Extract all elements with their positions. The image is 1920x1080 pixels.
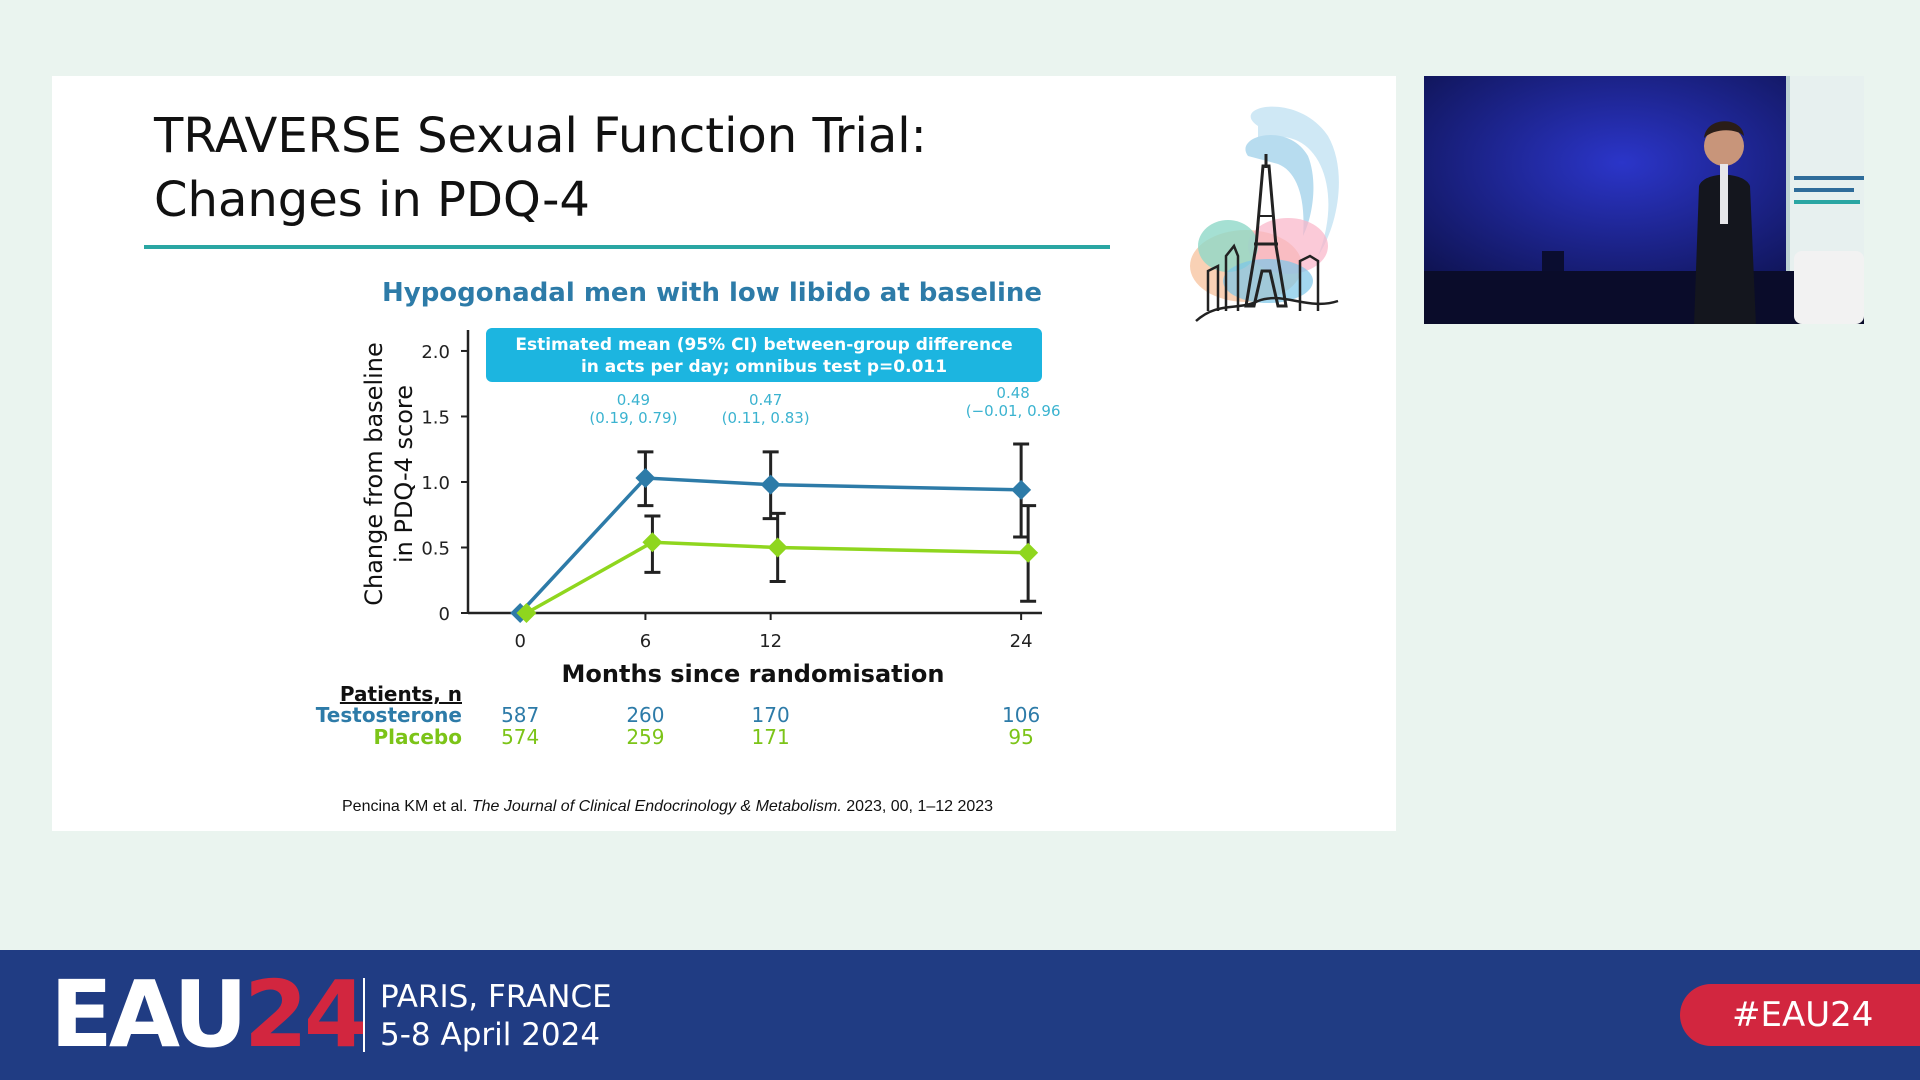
paris-eiffel-tower-icon bbox=[1190, 106, 1339, 322]
difference-ci: (−0.01, 0.96 bbox=[966, 402, 1061, 420]
banner-line1: Estimated mean (95% CI) between-group di… bbox=[515, 335, 1012, 355]
banner-line2: in acts per day; omnibus test p=0.011 bbox=[581, 357, 947, 377]
footer-location: PARIS, FRANCE 5-8 April 2024 bbox=[380, 978, 612, 1054]
patients-row-placebo: Placebo 574 259 171 95 bbox=[374, 725, 1034, 749]
difference-label: 0.49(0.19, 0.79) bbox=[589, 391, 677, 427]
slide-title-line2: Changes in PDQ-4 bbox=[154, 172, 590, 228]
patients-row-label: Placebo bbox=[374, 725, 463, 749]
difference-ci: (0.11, 0.83) bbox=[722, 409, 810, 427]
chart-title: Hypogonadal men with low libido at basel… bbox=[382, 278, 1042, 308]
patients-count: 587 bbox=[501, 703, 539, 727]
conference-footer: EAU24 PARIS, FRANCE 5-8 April 2024 #EAU2… bbox=[0, 950, 1920, 1080]
difference-estimate: 0.48 bbox=[996, 384, 1029, 402]
patients-count: 171 bbox=[752, 725, 790, 749]
x-axis-title: Months since randomisation bbox=[562, 660, 945, 688]
y-ticks: 0 0.5 1.0 1.5 2.0 bbox=[421, 342, 468, 625]
y-tick-label: 0 bbox=[439, 604, 450, 625]
patients-row-label: Testosterone bbox=[316, 703, 462, 727]
y-tick-label: 1.0 bbox=[421, 473, 450, 494]
difference-estimate: 0.47 bbox=[749, 391, 782, 409]
patients-row-testosterone: Testosterone 587 260 170 106 bbox=[316, 703, 1040, 727]
hashtag-badge: #EAU24 bbox=[1680, 984, 1920, 1046]
series-line bbox=[518, 476, 1022, 615]
patients-count: 260 bbox=[626, 703, 664, 727]
patients-header: Patients, n bbox=[340, 682, 462, 706]
x-tick-label: 6 bbox=[640, 631, 651, 652]
data-point-marker bbox=[516, 603, 537, 623]
eau24-logo: EAU24 bbox=[50, 969, 368, 1061]
data-point-marker bbox=[635, 468, 656, 489]
series-layer bbox=[510, 442, 1039, 623]
x-tick-label: 12 bbox=[759, 631, 782, 652]
y-axis-title-line1: Change from baseline bbox=[360, 342, 388, 606]
x-tick-label: 0 bbox=[514, 631, 525, 652]
presentation-slide: TRAVERSE Sexual Function Trial: Changes … bbox=[52, 76, 1396, 831]
patients-table: Patients, n Testosterone 587 260 170 106Plac… bbox=[316, 682, 1040, 749]
difference-banner: Estimated mean (95% CI) between-group di… bbox=[486, 328, 1042, 382]
y-tick-label: 1.5 bbox=[421, 407, 450, 428]
y-tick-label: 0.5 bbox=[421, 538, 450, 559]
patients-count: 95 bbox=[1008, 725, 1033, 749]
patients-count: 170 bbox=[752, 703, 790, 727]
y-tick-label: 2.0 bbox=[421, 342, 450, 363]
difference-label: 0.47(0.11, 0.83) bbox=[722, 391, 810, 427]
patients-count: 259 bbox=[626, 725, 664, 749]
y-axis-title: Change from baseline in PDQ-4 score bbox=[360, 342, 418, 606]
eau-logo-number: 24 bbox=[243, 961, 368, 1068]
footer-dates: 5-8 April 2024 bbox=[380, 1017, 601, 1053]
x-ticks: 0 6 12 24 bbox=[514, 613, 1033, 652]
slide-title: TRAVERSE Sexual Function Trial: Changes … bbox=[154, 104, 1054, 232]
pdq4-line-chart: Hypogonadal men with low libido at basel… bbox=[316, 278, 1061, 749]
difference-annotations: 0.49(0.19, 0.79) 0.47(0.11, 0.83) 0.48(−0.… bbox=[589, 384, 1060, 427]
data-point-marker bbox=[760, 474, 781, 495]
citation-details: 2023, 00, 1–12 2023 bbox=[846, 798, 994, 815]
data-point-marker bbox=[767, 537, 788, 558]
x-tick-label: 24 bbox=[1010, 631, 1033, 652]
difference-ci: (0.19, 0.79) bbox=[589, 409, 677, 427]
series-testosterone bbox=[510, 442, 1032, 623]
footer-divider bbox=[363, 978, 365, 1052]
citation-journal: The Journal of Clinical Endocrinology & … bbox=[471, 798, 842, 815]
series-line bbox=[525, 540, 1029, 615]
data-point-marker bbox=[642, 532, 663, 553]
eau-logo-letters: EAU bbox=[50, 961, 248, 1068]
patients-count: 106 bbox=[1002, 703, 1040, 727]
video-scene bbox=[1424, 76, 1864, 324]
series-placebo bbox=[516, 504, 1039, 623]
data-point-marker bbox=[1011, 479, 1032, 500]
banner-background bbox=[486, 328, 1042, 382]
data-point-marker bbox=[1018, 542, 1039, 563]
difference-estimate: 0.49 bbox=[617, 391, 650, 409]
patients-count: 574 bbox=[501, 725, 539, 749]
citation: Pencina KM et al. The Journal of Clinica… bbox=[342, 798, 1142, 816]
slide-title-line1: TRAVERSE Sexual Function Trial: bbox=[154, 108, 927, 164]
title-underline bbox=[144, 245, 1110, 249]
difference-label: 0.48(−0.01, 0.96 bbox=[966, 384, 1061, 420]
footer-city: PARIS, FRANCE bbox=[380, 979, 612, 1015]
speaker-video-feed bbox=[1424, 76, 1864, 324]
y-axis-title-line2: in PDQ-4 score bbox=[390, 385, 418, 563]
citation-authors: Pencina KM et al. bbox=[342, 798, 468, 815]
